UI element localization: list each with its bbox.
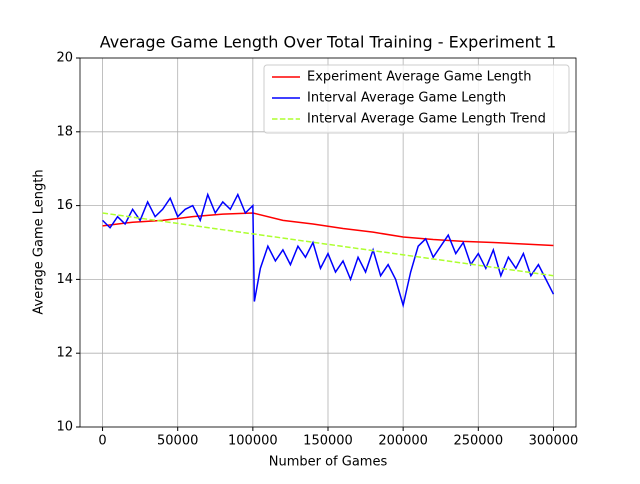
y-tick-label: 12: [56, 346, 73, 361]
legend-label: Experiment Average Game Length: [307, 70, 531, 85]
y-tick-label: 18: [56, 124, 73, 139]
y-tick-label: 20: [56, 51, 73, 66]
series-line: [102, 212, 554, 277]
x-tick-label: 300000: [529, 434, 579, 449]
legend-box: [263, 64, 570, 134]
x-tick-label: 100000: [228, 434, 278, 449]
plot-frame: [79, 57, 577, 428]
x-tick-label: 0: [98, 434, 106, 449]
x-tick-label: 150000: [303, 434, 353, 449]
series-line: [102, 212, 554, 247]
series-line: [102, 192, 555, 309]
x-tick-label: 250000: [453, 434, 503, 449]
y-axis-label: Average Game Length: [32, 169, 47, 314]
x-tick-label: 50000: [157, 434, 198, 449]
x-axis-label: Number of Games: [269, 455, 388, 470]
chart-title: Average Game Length Over Total Training …: [100, 33, 557, 52]
legend-label: Interval Average Game Length: [307, 91, 506, 106]
y-tick-label: 10: [56, 420, 73, 435]
y-tick-label: 14: [56, 272, 73, 287]
y-tick-label: 16: [56, 198, 73, 213]
x-tick-label: 200000: [378, 434, 428, 449]
legend-label: Interval Average Game Length Trend: [307, 112, 546, 127]
